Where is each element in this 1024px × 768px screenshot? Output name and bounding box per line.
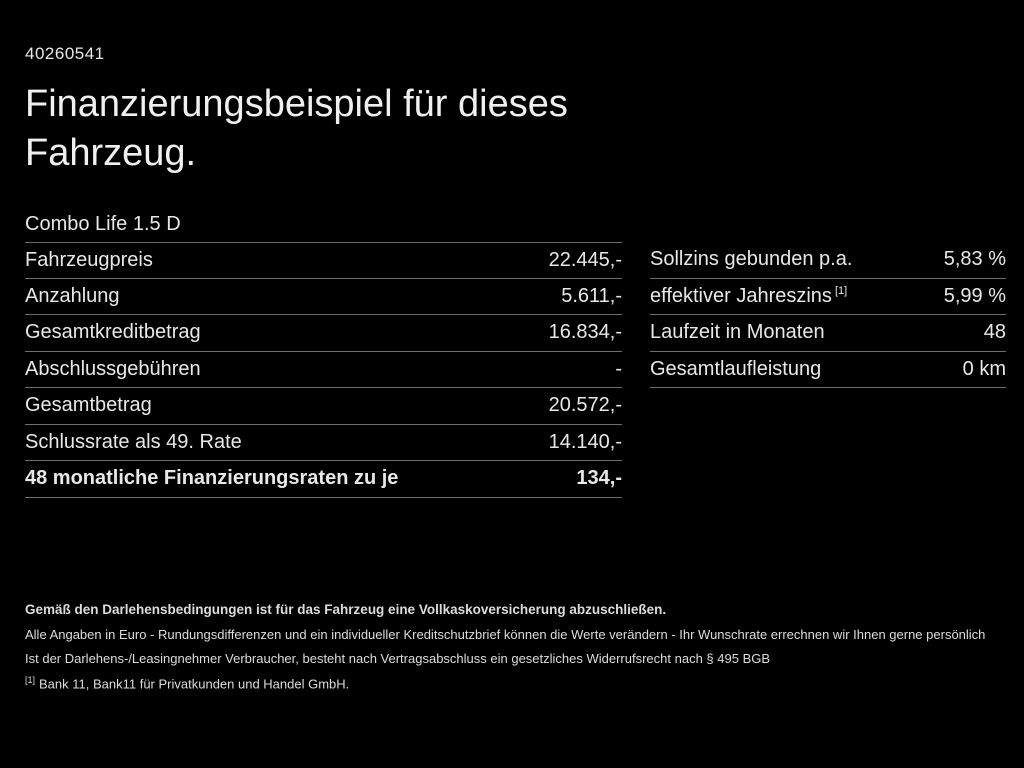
bank-reference: [1] Bank 11, Bank11 für Privatkunden und … bbox=[25, 675, 1000, 691]
row-label: 48 monatliche Finanzierungsraten zu je bbox=[25, 467, 399, 490]
withdrawal-note: Ist der Darlehens-/Leasingnehmer Verbrau… bbox=[25, 651, 771, 666]
row-label: Fahrzeugpreis bbox=[25, 248, 153, 271]
row-label: Anzahlung bbox=[25, 284, 120, 307]
bank-reference-marker: [1] bbox=[25, 675, 36, 685]
row-label: Gesamtkreditbetrag bbox=[25, 321, 201, 344]
row-value: 134,- bbox=[576, 467, 622, 490]
row-value: 0 km bbox=[962, 357, 1006, 380]
table-row: Sollzins gebunden p.a. 5,83 % bbox=[650, 242, 1006, 279]
row-label: Gesamtbetrag bbox=[25, 394, 152, 417]
row-value: 14.140,- bbox=[548, 430, 622, 453]
table-row: Laufzeit in Monaten 48 bbox=[650, 315, 1006, 352]
row-value: 22.445,- bbox=[548, 248, 622, 271]
document-id: 40260541 bbox=[25, 44, 105, 63]
row-label: Laufzeit in Monaten bbox=[650, 321, 825, 344]
row-value: 48 bbox=[983, 321, 1006, 344]
bank-reference-text: Bank 11, Bank11 für Privatkunden und Han… bbox=[39, 676, 350, 692]
finance-table: Fahrzeugpreis 22.445,- Anzahlung 5.611,- Ges… bbox=[25, 242, 622, 498]
table-row: 48 monatliche Finanzierungsraten zu je 13… bbox=[25, 461, 622, 498]
table-row: effektiver Jahreszins [1] 5,99 % bbox=[650, 279, 1006, 315]
row-label: Sollzins gebunden p.a. bbox=[650, 248, 853, 271]
row-value: 5.611,- bbox=[561, 284, 622, 307]
table-row: Gesamtkreditbetrag 16.834,- bbox=[25, 315, 622, 352]
table-row: Abschlussgebühren - bbox=[25, 352, 622, 388]
row-value: 16.834,- bbox=[548, 321, 622, 344]
row-value: 5,99 % bbox=[943, 284, 1006, 307]
table-row: Schlussrate als 49. Rate 14.140,- bbox=[25, 425, 622, 461]
conditions-table: Sollzins gebunden p.a. 5,83 % effektiver J… bbox=[650, 242, 1006, 388]
page-title: Finanzierungsbeispiel für dieses Fahrzeu… bbox=[25, 83, 568, 174]
table-row: Gesamtbetrag 20.572,- bbox=[25, 388, 622, 425]
row-label: Abschlussgebühren bbox=[25, 357, 201, 380]
row-value: - bbox=[615, 357, 622, 380]
insurance-note: Gemäß den Darlehensbedingungen ist für d… bbox=[25, 602, 667, 617]
row-label: effektiver Jahreszins [1] bbox=[650, 284, 848, 307]
row-value: 20.572,- bbox=[548, 394, 622, 417]
table-row: Fahrzeugpreis 22.445,- bbox=[25, 242, 622, 279]
row-label: Gesamtlaufleistung bbox=[650, 357, 822, 380]
vehicle-model-label: Combo Life 1.5 D bbox=[25, 213, 181, 235]
footnote-marker: [1] bbox=[834, 285, 848, 298]
table-row: Gesamtlaufleistung 0 km bbox=[650, 352, 1006, 388]
row-label: Schlussrate als 49. Rate bbox=[25, 430, 242, 453]
row-value: 5,83 % bbox=[943, 248, 1006, 271]
footnotes: Gemäß den Darlehensbedingungen ist für d… bbox=[25, 602, 1000, 700]
values-note: Alle Angaben in Euro - Rundungsdifferenz… bbox=[25, 627, 986, 642]
table-row: Anzahlung 5.611,- bbox=[25, 279, 622, 315]
